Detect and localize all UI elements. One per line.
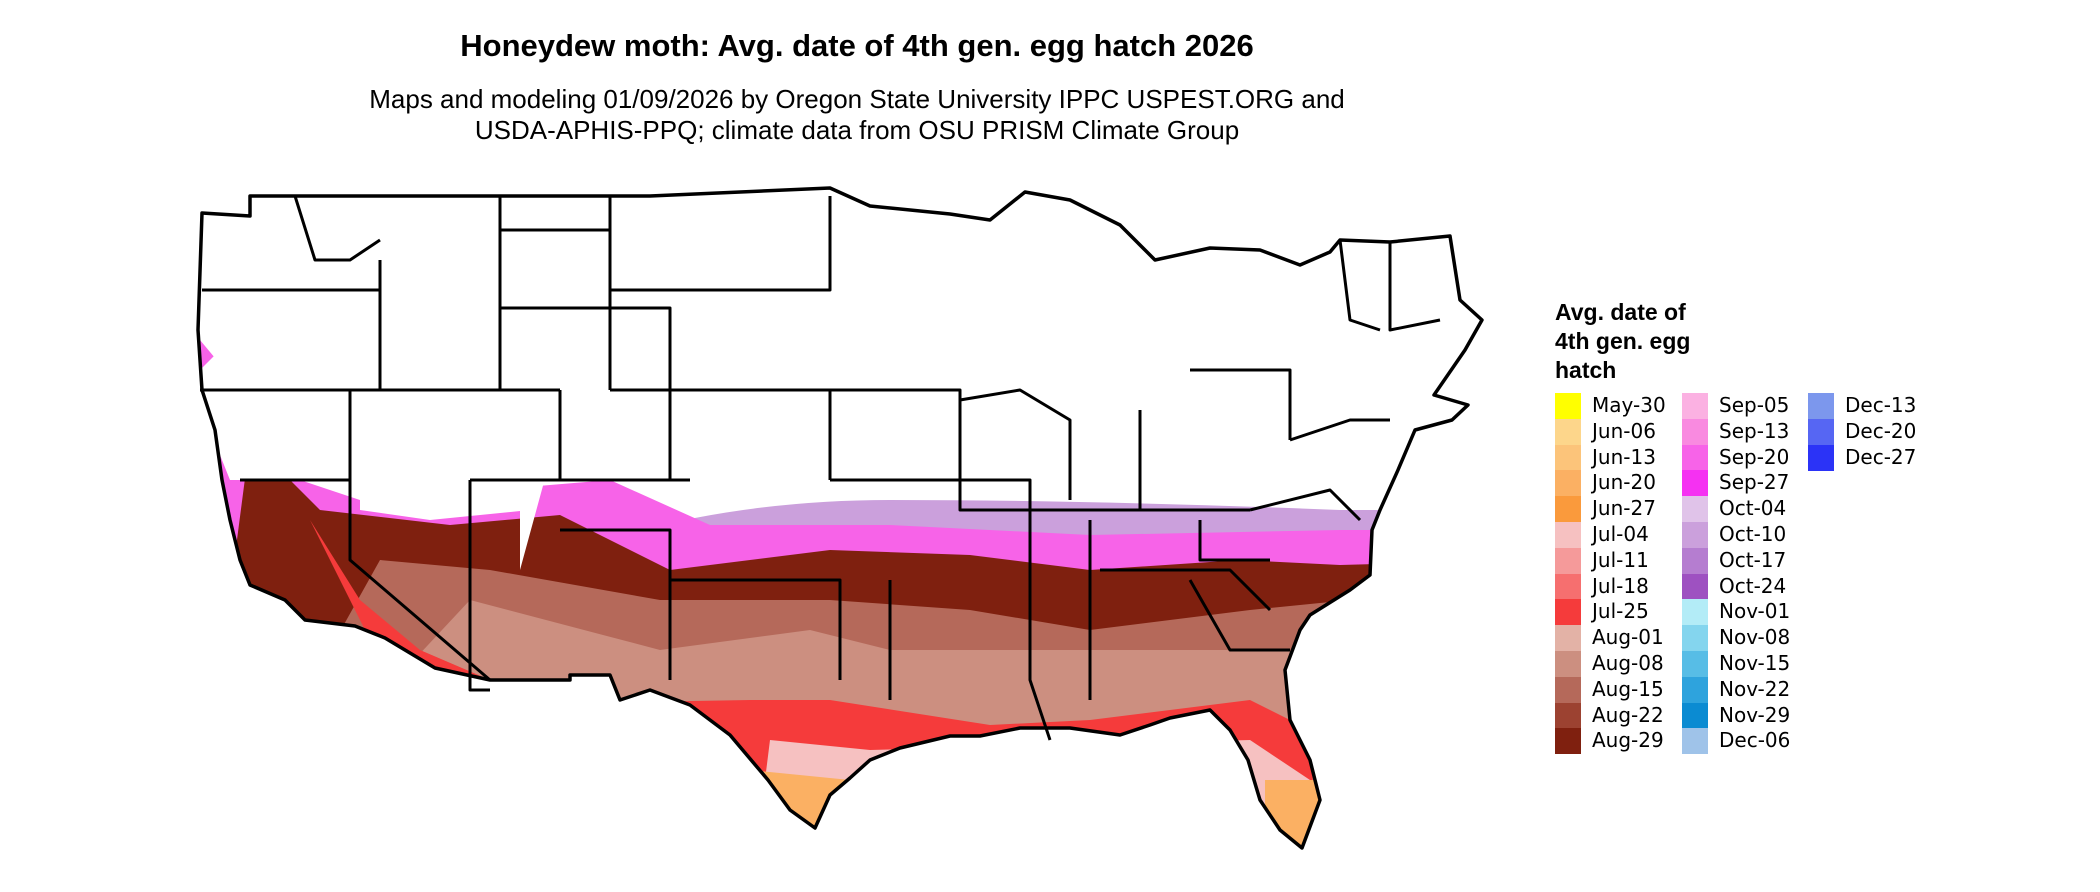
- legend-label: Sep-27: [1719, 470, 1790, 495]
- legend-label: Aug-01: [1592, 625, 1664, 650]
- legend-label: Oct-10: [1719, 521, 1787, 546]
- legend-label: Jul-25: [1592, 599, 1649, 624]
- legend-label: Jun-06: [1592, 418, 1656, 443]
- band-jul-18: [198, 700, 1330, 848]
- legend-swatch: [1555, 573, 1581, 600]
- legend-swatch: [1682, 702, 1708, 729]
- legend-swatch: [1682, 625, 1708, 652]
- subtitle-line-1: Maps and modeling 01/09/2026 by Oregon S…: [369, 84, 1345, 114]
- legend-label: Oct-24: [1719, 573, 1787, 598]
- legend-swatch: [1682, 470, 1708, 497]
- legend-label: Dec-13: [1845, 393, 1917, 417]
- legend-swatch: [1682, 547, 1708, 574]
- us-map: [196, 186, 1484, 850]
- legend-swatch: [1682, 650, 1708, 677]
- legend-label: Nov-01: [1719, 599, 1791, 624]
- legend-swatch: [1682, 521, 1708, 548]
- legend-swatch: [1555, 444, 1581, 471]
- legend-label: Aug-08: [1592, 650, 1664, 675]
- legend-label: May-30: [1592, 393, 1666, 417]
- legend-label: Aug-29: [1592, 728, 1664, 753]
- legend-swatch: [1555, 702, 1581, 729]
- legend-swatch: [1555, 650, 1581, 677]
- subtitle-line-2: USDA-APHIS-PPQ; climate data from OSU PR…: [474, 115, 1240, 145]
- legend-swatch: [1682, 418, 1708, 445]
- legend-label: Sep-13: [1719, 418, 1790, 443]
- legend-swatch: [1555, 393, 1581, 419]
- legend-swatch: [1682, 728, 1708, 755]
- map-subtitle: Maps and modeling 01/09/2026 by Oregon S…: [0, 84, 1714, 146]
- legend-swatch: [1682, 599, 1708, 626]
- legend-swatch: [1555, 728, 1581, 755]
- legend-swatch: [1682, 573, 1708, 600]
- legend-label: Dec-06: [1719, 728, 1791, 753]
- legend-label: Jun-20: [1592, 470, 1656, 495]
- legend-label: Dec-20: [1845, 418, 1917, 443]
- legend-title-line-3: hatch: [1555, 357, 1617, 383]
- legend-swatch: [1555, 496, 1581, 523]
- legend-label: Sep-05: [1719, 393, 1790, 417]
- legend-label: Nov-15: [1719, 650, 1791, 675]
- legend-label: Jul-18: [1592, 573, 1649, 598]
- legend: Avg. date of 4th gen. egg hatch May-30 Ju…: [1555, 298, 1916, 755]
- legend-swatch: [1555, 470, 1581, 497]
- no-data-region: [198, 188, 1482, 570]
- state-borders: [200, 195, 1441, 741]
- legend-label: Nov-22: [1719, 676, 1791, 701]
- legend-swatch: [1682, 676, 1708, 703]
- legend-swatch: [1555, 625, 1581, 652]
- band-jul-04: [750, 740, 1330, 848]
- legend-label: Nov-29: [1719, 702, 1791, 727]
- legend-label: Nov-08: [1719, 625, 1791, 650]
- legend-swatch: [1808, 418, 1834, 445]
- legend-label: Oct-17: [1719, 547, 1787, 572]
- legend-label: Dec-27: [1845, 444, 1917, 469]
- legend-swatch: [1555, 521, 1581, 548]
- legend-swatch: [1682, 393, 1708, 419]
- legend-label: Jul-11: [1592, 547, 1649, 572]
- legend-swatch: [1682, 496, 1708, 523]
- legend-label: Jun-27: [1592, 496, 1656, 521]
- legend-swatch: [1555, 547, 1581, 574]
- legend-swatch: [1555, 676, 1581, 703]
- legend-title: Avg. date of 4th gen. egg hatch: [1555, 298, 1745, 385]
- band-jun-27-fl: [1265, 780, 1330, 848]
- legend-swatch: [1682, 444, 1708, 471]
- band-jun-27: [730, 770, 850, 848]
- legend-swatch: [1555, 418, 1581, 445]
- legend-label: Aug-22: [1592, 702, 1664, 727]
- legend-title-line-2: 4th gen. egg: [1555, 328, 1691, 354]
- legend-swatch: [1808, 393, 1834, 419]
- legend-swatch: [1808, 444, 1834, 471]
- legend-label: Sep-20: [1719, 444, 1790, 469]
- legend-label: Aug-15: [1592, 676, 1664, 701]
- legend-label: Jun-13: [1592, 444, 1656, 469]
- legend-title-line-1: Avg. date of: [1555, 299, 1686, 325]
- map-title: Honeydew moth: Avg. date of 4th gen. egg…: [460, 28, 1254, 63]
- legend-label: Oct-04: [1719, 496, 1787, 521]
- legend-label: Jul-04: [1592, 521, 1649, 546]
- legend-swatch: [1555, 599, 1581, 626]
